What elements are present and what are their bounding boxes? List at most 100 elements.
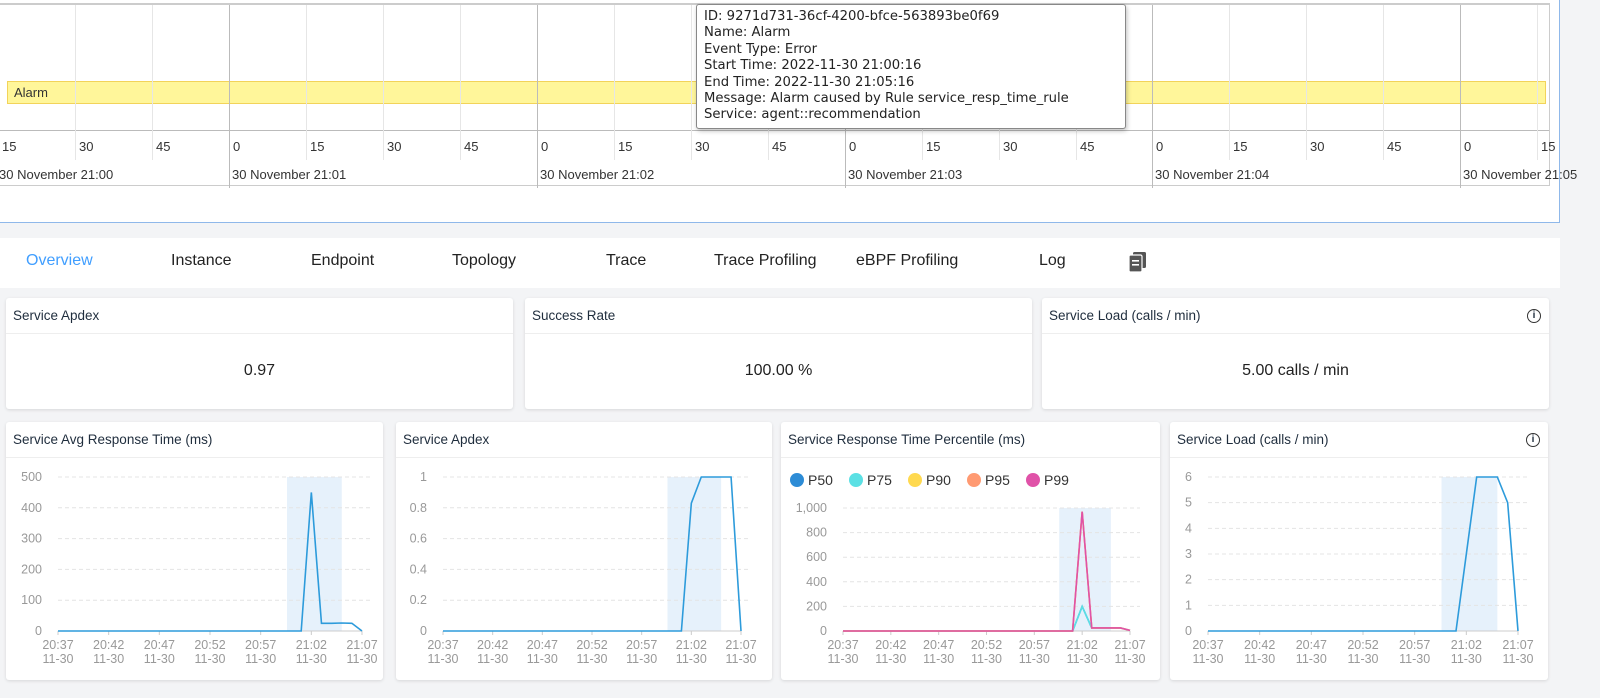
- timeline-second-label: 15: [310, 139, 325, 154]
- timeline-gridline: [229, 5, 230, 188]
- y-tick-label: 0.4: [410, 562, 427, 576]
- tab-trace[interactable]: Trace: [606, 252, 647, 269]
- timeline-gridline: [460, 5, 461, 160]
- copy-icon[interactable]: [1128, 251, 1148, 278]
- tab-overview[interactable]: Overview: [26, 252, 93, 269]
- timeline-gridline: [614, 5, 615, 160]
- y-tick-label: 300: [21, 532, 42, 546]
- legend-marker[interactable]: [849, 473, 863, 487]
- x-tick-label: 20:47: [923, 638, 954, 652]
- series-line[interactable]: [1208, 476, 1519, 632]
- timeline-second-label: 0: [849, 139, 857, 154]
- timeline-second-label: 45: [1080, 139, 1095, 154]
- y-tick-label: 200: [806, 599, 827, 613]
- x-tick-label: 21:02: [1067, 638, 1098, 652]
- x-tick-label: 20:42: [875, 638, 906, 652]
- series-line[interactable]: [443, 476, 742, 632]
- chart-header: Service Load (calls / min) i: [1170, 422, 1548, 458]
- x-tick-label: 20:37: [827, 638, 858, 652]
- tab-instance[interactable]: Instance: [171, 252, 232, 269]
- card-header: Service Apdex: [6, 298, 513, 334]
- timeline-gridline: [1537, 5, 1538, 160]
- x-tick-label: 11-30: [1502, 652, 1533, 666]
- x-tick-label: 11-30: [875, 652, 906, 666]
- legend-marker[interactable]: [790, 473, 804, 487]
- legend-label[interactable]: P50: [808, 472, 833, 488]
- line-chart[interactable]: 02004006008001,00020:3711-3020:4211-3020…: [781, 458, 1160, 680]
- timeline-gridline: [1306, 5, 1307, 160]
- x-tick-label: 11-30: [725, 652, 756, 666]
- chart-card: Service Apdex 0 0.2 0.4 0.6 0.8 1 20:37 11-30 20:…: [396, 422, 772, 680]
- line-chart[interactable]: 012345620:3711-3020:4211-3020:4711-3020:…: [1170, 458, 1548, 680]
- x-tick-label: 11-30: [923, 652, 954, 666]
- event-timeline[interactable]: Alarm 15 30 45 0 15 30 45 0 15 30 45 0 15 30 45 0 15 30 45…: [0, 3, 1577, 188]
- tab-ebpf-profiling[interactable]: eBPF Profiling: [856, 252, 959, 269]
- timeline-gridline: [1383, 5, 1384, 160]
- card-value: 5.00 calls / min: [1242, 362, 1349, 379]
- timeline-second-label: 30: [79, 139, 94, 154]
- line-chart[interactable]: 010020030040050020:3711-3020:4211-3020:4…: [6, 458, 383, 680]
- y-tick-label: 0: [1185, 624, 1192, 638]
- line-chart[interactable]: 00.20.40.60.8120:3711-3020:4211-3020:471…: [396, 458, 772, 680]
- info-icon[interactable]: i: [1526, 433, 1540, 447]
- x-tick-label: 11-30: [1451, 652, 1482, 666]
- tab-endpoint[interactable]: Endpoint: [311, 252, 375, 269]
- chart-card: Service Response Time Percentile (ms) 0 20…: [781, 422, 1160, 680]
- x-tick-label: 20:57: [245, 638, 276, 652]
- x-tick-label: 11-30: [676, 652, 707, 666]
- timeline-axis: [0, 130, 1549, 131]
- info-icon[interactable]: i: [1527, 309, 1541, 323]
- timeline-gridline: [691, 5, 692, 160]
- x-tick-label: 11-30: [427, 652, 458, 666]
- x-tick-label: 20:37: [1192, 638, 1223, 652]
- x-tick-label: 20:52: [194, 638, 225, 652]
- x-tick-label: 11-30: [42, 652, 73, 666]
- card-header: Service Load (calls / min) i: [1042, 298, 1549, 334]
- timeline-gridline: [75, 5, 76, 160]
- timeline-minute-label: 30 November 21:05: [1463, 167, 1578, 182]
- y-tick-label: 2: [1185, 573, 1192, 587]
- stat-card: Success Rate 100.00 %: [525, 298, 1032, 409]
- card-title: Service Load (calls / min): [1049, 308, 1201, 323]
- x-tick-label: 11-30: [346, 652, 377, 666]
- x-tick-label: 20:57: [626, 638, 657, 652]
- tab-topology[interactable]: Topology: [452, 252, 517, 269]
- tooltip-line: Message: Alarm caused by Rule service_re…: [704, 91, 1069, 107]
- tooltip-line: Start Time: 2022-11-30 21:00:16: [704, 58, 922, 74]
- series-line-p99[interactable]: [843, 511, 1131, 632]
- timeline-second-label: 30: [695, 139, 710, 154]
- legend-marker[interactable]: [967, 473, 981, 487]
- timeline-minute-label: 30 November 21:01: [232, 167, 347, 182]
- tooltip-line: ID: 9271d731-36cf-4200-bfce-563893be0f69: [704, 9, 1000, 24]
- x-tick-label: 21:07: [346, 638, 377, 652]
- legend-label[interactable]: P75: [867, 472, 892, 488]
- x-tick-label: 11-30: [1114, 652, 1145, 666]
- timeline-gridline: [537, 5, 538, 188]
- x-tick-label: 11-30: [576, 652, 607, 666]
- x-tick-label: 20:57: [1399, 638, 1430, 652]
- x-tick-label: 11-30: [1019, 652, 1050, 666]
- y-tick-label: 0.8: [410, 501, 427, 515]
- x-tick-label: 20:37: [42, 638, 73, 652]
- y-tick-label: 0.2: [410, 593, 427, 607]
- alarm-highlight-area: [1059, 508, 1111, 631]
- y-tick-label: 0: [420, 624, 427, 638]
- series-line[interactable]: [58, 492, 363, 632]
- legend-label[interactable]: P90: [926, 472, 951, 488]
- y-tick-label: 0: [820, 624, 827, 638]
- legend-label[interactable]: P95: [985, 472, 1010, 488]
- x-tick-label: 21:02: [676, 638, 707, 652]
- y-tick-label: 400: [21, 501, 42, 515]
- alarm-event-label: Alarm: [14, 85, 48, 100]
- tab-trace-profiling[interactable]: Trace Profiling: [714, 252, 817, 269]
- chart-header: Service Avg Response Time (ms): [6, 422, 383, 458]
- x-tick-label: 11-30: [1347, 652, 1378, 666]
- timeline-gridline: [1460, 5, 1461, 188]
- timeline-minute-label: 30 November 21:03: [848, 167, 963, 182]
- legend-marker[interactable]: [908, 473, 922, 487]
- tab-log[interactable]: Log: [1039, 252, 1066, 269]
- legend-label[interactable]: P99: [1044, 472, 1069, 488]
- legend-marker[interactable]: [1026, 473, 1040, 487]
- x-tick-label: 21:02: [1451, 638, 1482, 652]
- chart-header: Service Response Time Percentile (ms): [781, 422, 1160, 458]
